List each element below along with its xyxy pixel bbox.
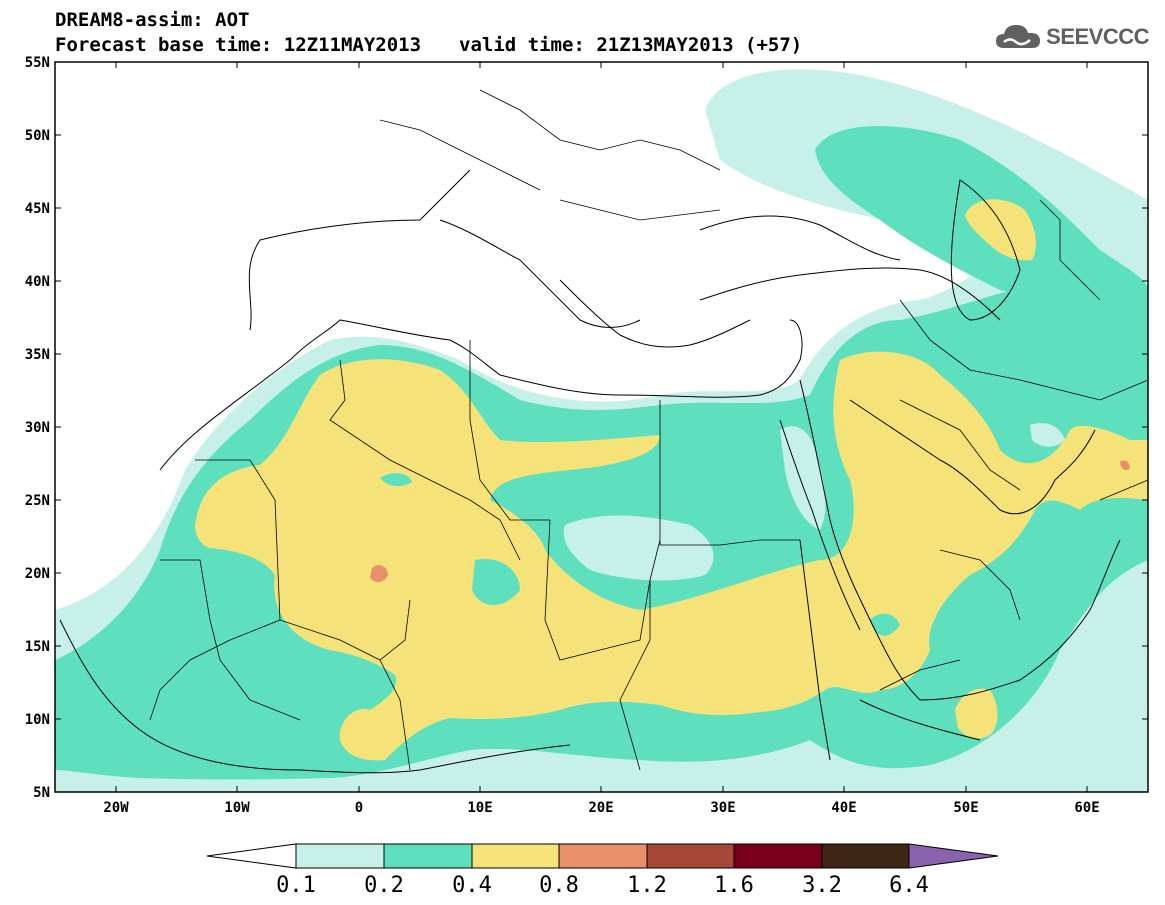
colorbar-label: 1.2 <box>627 873 667 898</box>
colorbar-cell <box>295 843 385 869</box>
lat-label: 5N <box>33 785 50 801</box>
colorbar-cell <box>646 843 735 869</box>
lon-axis: 20W 10W 0 10E 20E 30E 40E 50E 60E <box>103 62 1100 816</box>
colorbar-label: 0.8 <box>539 873 579 898</box>
lon-label: 20W <box>103 800 129 816</box>
colorbar-cell <box>733 843 823 869</box>
lat-label: 55N <box>25 55 50 71</box>
lat-label: 25N <box>25 493 50 509</box>
lat-label: 20N <box>25 566 50 582</box>
colorbar-label: 0.2 <box>364 873 404 898</box>
lat-label: 50N <box>25 128 50 144</box>
lon-label: 60E <box>1074 800 1099 816</box>
aot-contours <box>55 69 1148 792</box>
colorbar-label: 0.1 <box>276 873 316 898</box>
lon-label: 30E <box>710 800 735 816</box>
cloud-icon <box>996 25 1041 48</box>
lon-label: 0 <box>355 800 363 816</box>
colorbar-label: 6.4 <box>889 873 929 898</box>
lat-label: 10N <box>25 712 50 728</box>
lat-label: 30N <box>25 420 50 436</box>
aot-band-0.8 <box>370 460 1130 583</box>
colorbar-label: 3.2 <box>802 873 842 898</box>
lat-label: 15N <box>25 639 50 655</box>
lon-label: 50E <box>953 800 978 816</box>
colorbar-label: 1.6 <box>714 873 754 898</box>
colorbar-high-arrow <box>908 843 999 869</box>
base-time: Forecast base time: 12Z11MAY2013 <box>55 34 422 56</box>
colorbar-cell <box>558 843 648 869</box>
colorbar-label: 0.4 <box>452 873 492 898</box>
lat-label: 40N <box>25 274 50 290</box>
logo-text: SEEVCCC <box>1046 24 1149 49</box>
forecast-times: Forecast base time: 12Z11MAY2013 valid ti… <box>55 34 802 56</box>
lat-label: 45N <box>25 201 50 217</box>
lon-label: 10E <box>467 800 492 816</box>
lon-label: 20E <box>588 800 613 816</box>
logo: SEEVCCC <box>994 22 1149 52</box>
lon-label: 10W <box>224 800 250 816</box>
lon-label: 40E <box>831 800 856 816</box>
map-title: DREAM8-assim: AOT <box>55 9 250 31</box>
lat-axis: 55N 50N 45N 40N 35N 30N 25N 20N 15N 10N … <box>25 55 1148 801</box>
colorbar-cell <box>471 843 560 869</box>
aot-band-0.2-inner <box>380 473 900 636</box>
colorbar-cell <box>383 843 473 869</box>
coastlines <box>59 169 1121 774</box>
colorbar-cell <box>821 843 910 869</box>
colorbar: 0.1 0.2 0.4 0.8 1.2 1.6 3.2 6.4 <box>206 843 999 898</box>
valid-time: valid time: 21Z13MAY2013 (+57) <box>459 34 803 56</box>
aot-band-0.4 <box>195 199 1148 761</box>
country-borders <box>149 89 1148 771</box>
colorbar-low-arrow <box>206 843 297 869</box>
lat-label: 35N <box>25 347 50 363</box>
